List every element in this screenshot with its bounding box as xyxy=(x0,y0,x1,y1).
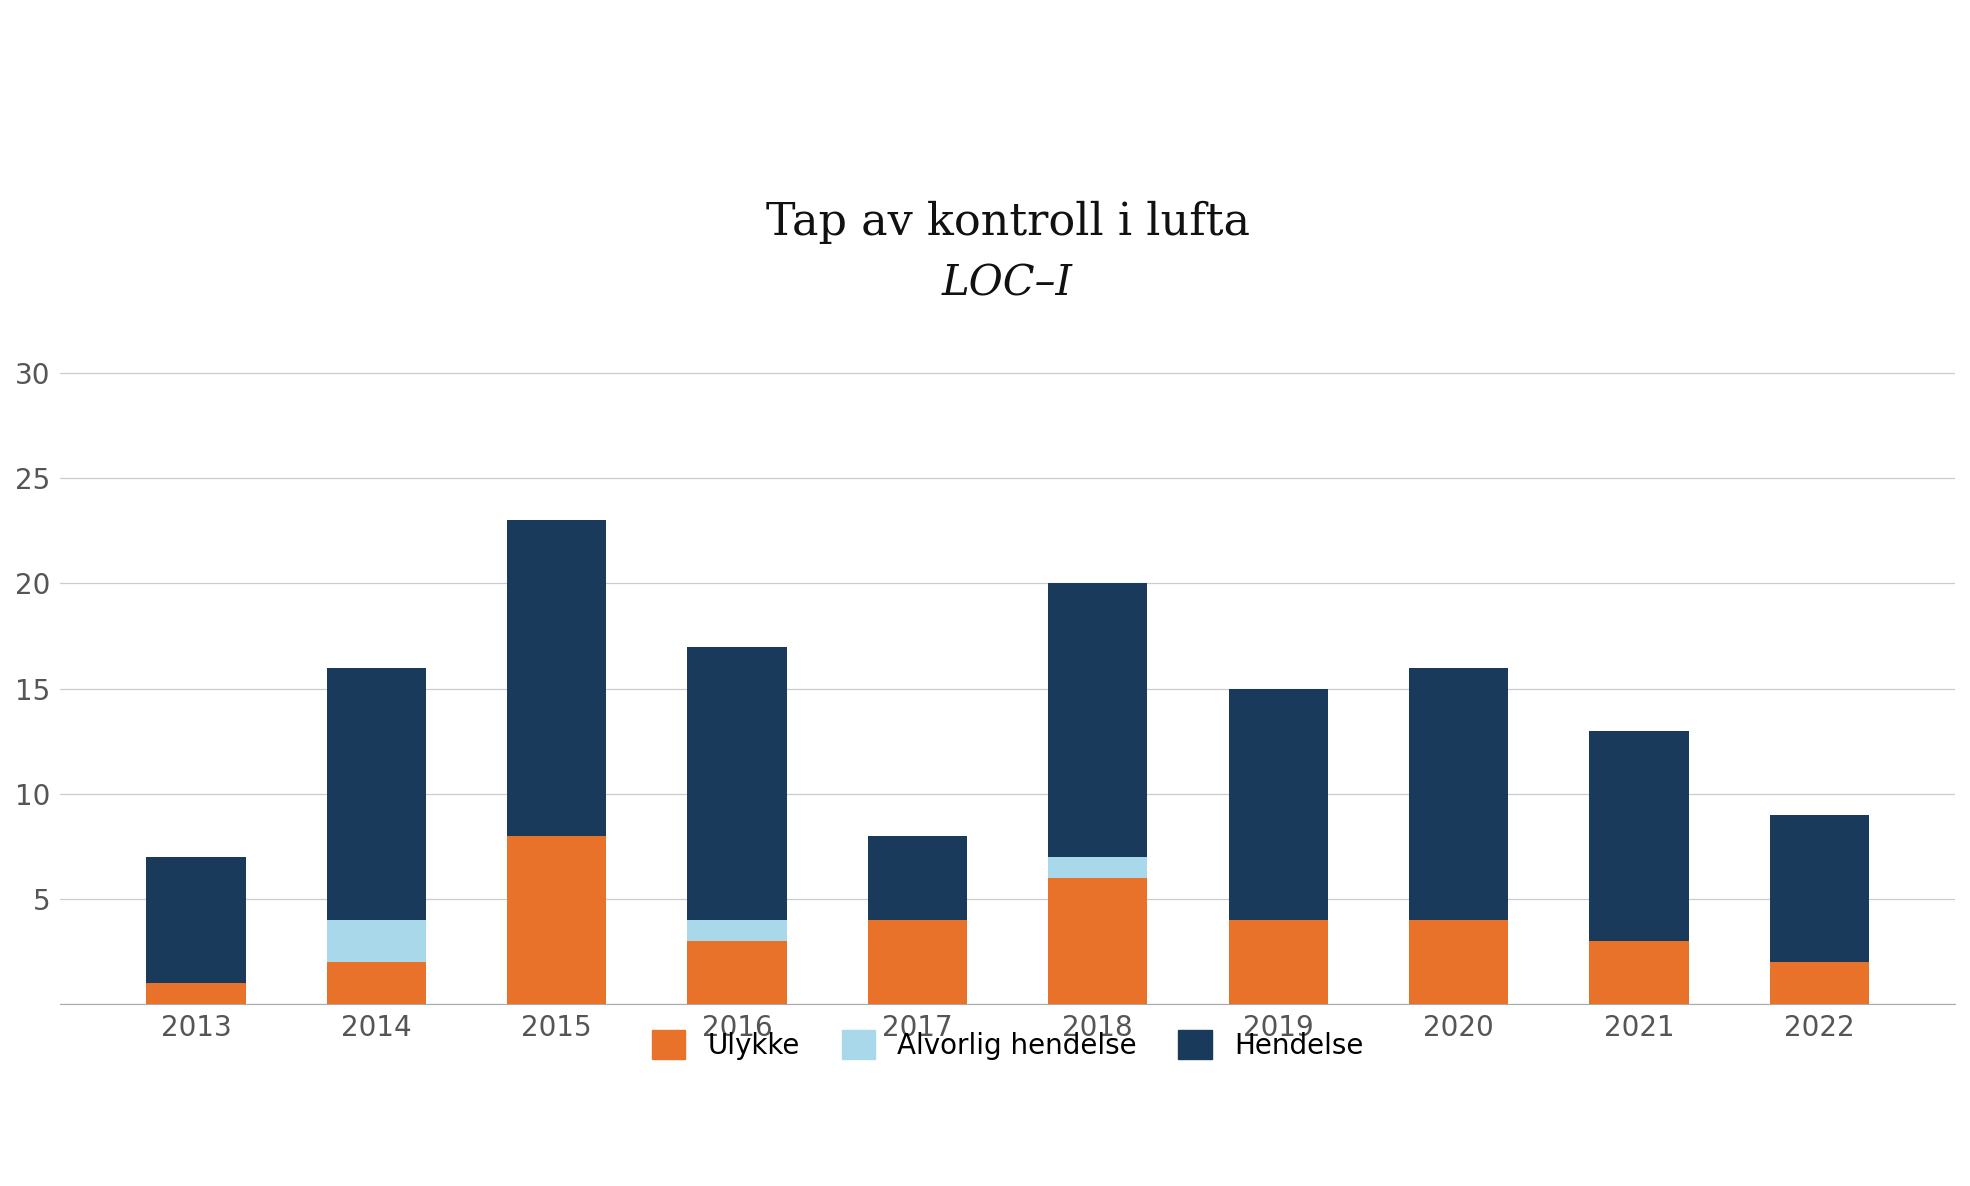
Bar xyxy=(688,646,786,920)
Bar xyxy=(1048,584,1147,857)
Bar xyxy=(327,962,426,1005)
Bar xyxy=(1769,815,1870,962)
Bar xyxy=(327,920,426,962)
Bar xyxy=(688,940,786,1005)
Legend: Ulykke, Alvorlig hendelse, Hendelse: Ulykke, Alvorlig hendelse, Hendelse xyxy=(640,1019,1375,1071)
Bar xyxy=(1590,940,1688,1005)
Bar xyxy=(869,836,967,920)
Text: LOC–I: LOC–I xyxy=(942,262,1074,304)
Bar xyxy=(506,836,607,1005)
Bar xyxy=(1048,878,1147,1005)
Text: Tap av kontroll i lufta: Tap av kontroll i lufta xyxy=(766,200,1249,243)
Bar xyxy=(869,920,967,1005)
Bar xyxy=(327,668,426,920)
Bar xyxy=(146,857,246,983)
Bar xyxy=(688,920,786,940)
Bar xyxy=(1229,920,1328,1005)
Bar xyxy=(146,983,246,1005)
Bar xyxy=(1769,962,1870,1005)
Bar xyxy=(1229,689,1328,920)
Bar xyxy=(1409,668,1509,920)
Bar xyxy=(1048,857,1147,878)
Bar xyxy=(1409,920,1509,1005)
Bar xyxy=(1590,731,1688,940)
Bar xyxy=(506,521,607,836)
